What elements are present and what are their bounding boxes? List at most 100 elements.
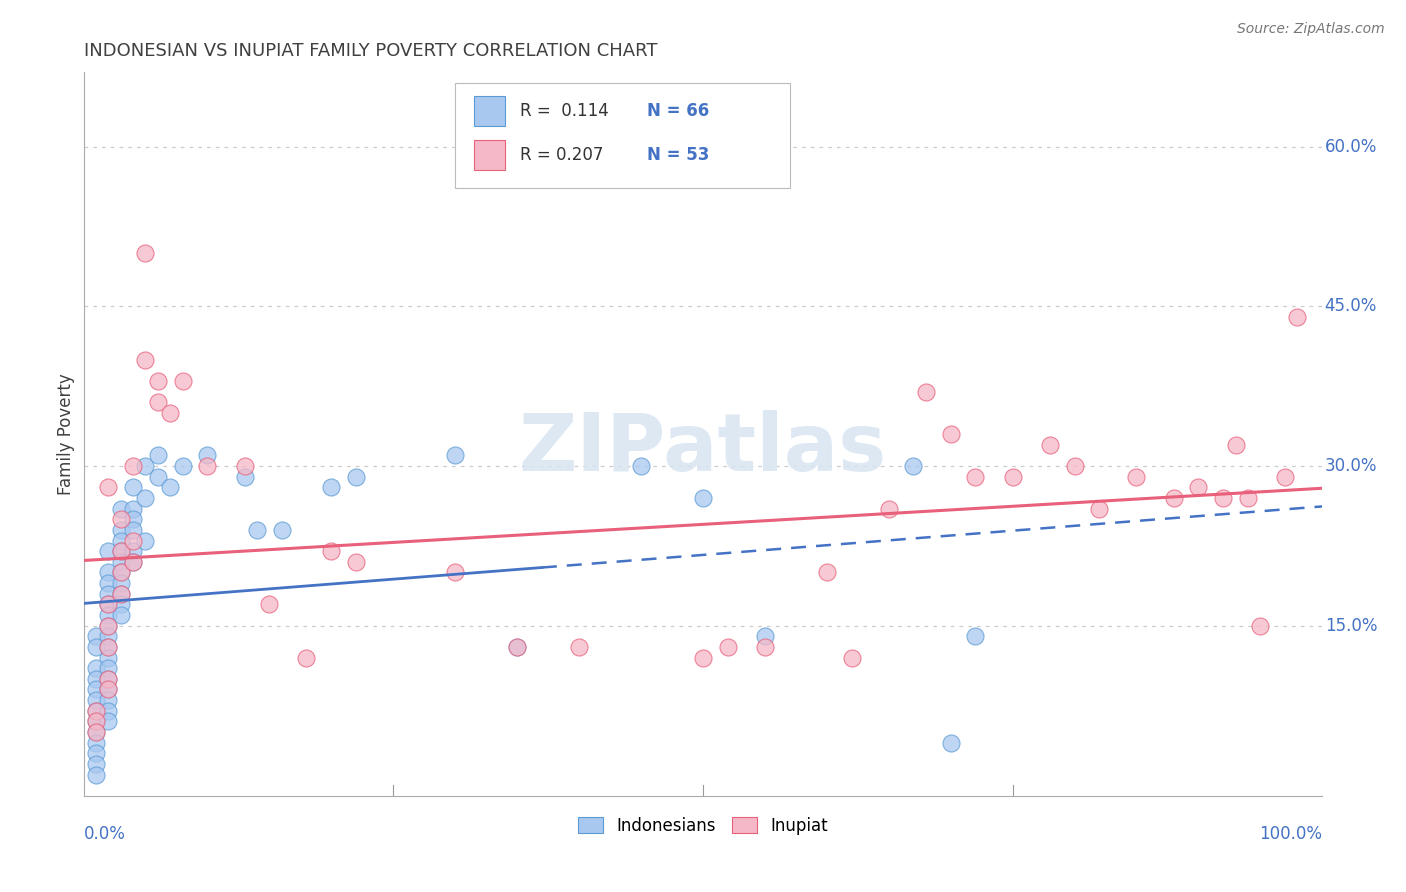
Text: N = 66: N = 66	[647, 102, 710, 120]
Point	[97, 576, 120, 591]
Text: 15.0%: 15.0%	[1324, 616, 1378, 634]
Point	[84, 746, 107, 760]
Point	[246, 523, 269, 537]
Point	[146, 449, 169, 463]
Point	[134, 246, 156, 260]
Point	[110, 587, 132, 601]
Point	[915, 384, 938, 399]
Point	[146, 469, 169, 483]
Point	[815, 566, 838, 580]
Point	[97, 672, 120, 686]
Point	[122, 501, 145, 516]
Point	[84, 672, 107, 686]
Point	[97, 598, 120, 612]
Point	[97, 618, 120, 632]
Point	[84, 756, 107, 771]
FancyBboxPatch shape	[456, 83, 790, 188]
Point	[110, 555, 132, 569]
Point	[97, 480, 120, 494]
Point	[97, 682, 120, 697]
Point	[110, 544, 132, 558]
Point	[295, 650, 318, 665]
Point	[877, 501, 900, 516]
Point	[84, 682, 107, 697]
Text: ZIPatlas: ZIPatlas	[519, 409, 887, 488]
Point	[344, 555, 367, 569]
Point	[122, 544, 145, 558]
Point	[84, 714, 107, 729]
Point	[110, 598, 132, 612]
Point	[1212, 491, 1234, 505]
Point	[84, 725, 107, 739]
Point	[903, 458, 925, 473]
Point	[159, 480, 181, 494]
Bar	[474, 139, 505, 169]
Point	[84, 629, 107, 643]
Point	[321, 544, 343, 558]
Point	[444, 449, 467, 463]
Point	[84, 704, 107, 718]
Point	[939, 736, 962, 750]
Point	[84, 693, 107, 707]
Point	[110, 544, 132, 558]
Point	[97, 693, 120, 707]
Point	[122, 523, 145, 537]
Point	[97, 640, 120, 654]
Point	[259, 598, 281, 612]
Point	[1063, 458, 1085, 473]
Point	[233, 458, 256, 473]
Point	[97, 704, 120, 718]
Point	[97, 640, 120, 654]
Point	[172, 458, 194, 473]
Point	[1163, 491, 1185, 505]
Point	[146, 374, 169, 388]
Point	[110, 566, 132, 580]
Y-axis label: Family Poverty: Family Poverty	[58, 373, 75, 495]
Point	[84, 704, 107, 718]
Point	[122, 555, 145, 569]
Text: INDONESIAN VS INUPIAT FAMILY POVERTY CORRELATION CHART: INDONESIAN VS INUPIAT FAMILY POVERTY COR…	[83, 42, 657, 60]
Point	[965, 629, 987, 643]
Point	[506, 640, 529, 654]
Point	[97, 672, 120, 686]
Point	[1088, 501, 1111, 516]
Point	[841, 650, 863, 665]
Point	[84, 725, 107, 739]
Point	[84, 640, 107, 654]
Text: Source: ZipAtlas.com: Source: ZipAtlas.com	[1237, 22, 1385, 37]
Point	[110, 501, 132, 516]
Point	[122, 512, 145, 526]
Point	[97, 714, 120, 729]
Text: N = 53: N = 53	[647, 145, 710, 164]
Point	[1187, 480, 1209, 494]
Point	[1225, 438, 1247, 452]
Point	[1125, 469, 1147, 483]
Point	[97, 598, 120, 612]
Text: 0.0%: 0.0%	[83, 825, 125, 843]
Point	[97, 629, 120, 643]
Point	[134, 533, 156, 548]
Point	[122, 480, 145, 494]
Point	[1237, 491, 1260, 505]
Point	[568, 640, 591, 654]
Point	[630, 458, 652, 473]
Point	[717, 640, 740, 654]
Point	[754, 640, 776, 654]
Point	[197, 458, 219, 473]
Point	[1001, 469, 1024, 483]
Point	[939, 427, 962, 442]
Point	[97, 607, 120, 622]
Point	[965, 469, 987, 483]
Text: 100.0%: 100.0%	[1260, 825, 1322, 843]
Point	[110, 576, 132, 591]
Point	[692, 650, 714, 665]
Point	[122, 555, 145, 569]
Point	[110, 533, 132, 548]
Legend: Indonesians, Inupiat: Indonesians, Inupiat	[571, 811, 835, 842]
Point	[344, 469, 367, 483]
Point	[97, 544, 120, 558]
Point	[110, 523, 132, 537]
Point	[1039, 438, 1062, 452]
Point	[321, 480, 343, 494]
Point	[84, 736, 107, 750]
